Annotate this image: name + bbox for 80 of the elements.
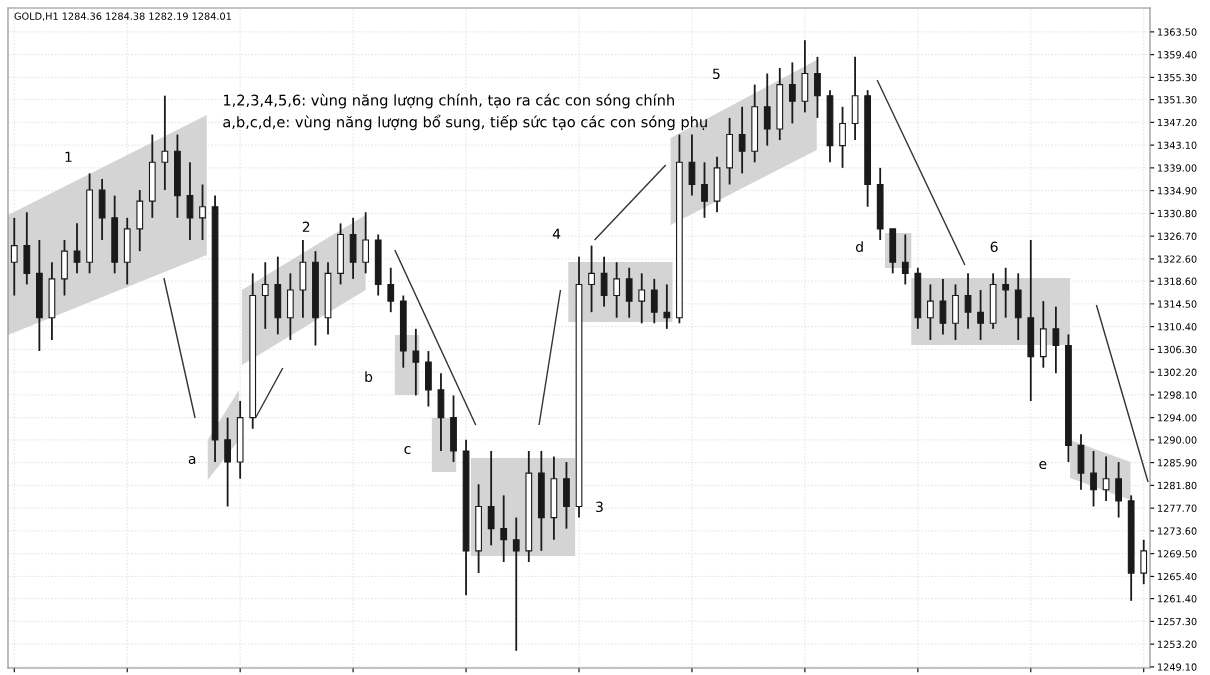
annotation: c xyxy=(404,446,411,455)
annotation: e xyxy=(1039,461,1047,470)
candlestick xyxy=(362,211,370,275)
y-tick-label: 1326.70 xyxy=(1158,232,1197,240)
candlestick xyxy=(224,416,231,508)
annotation: 5 xyxy=(713,68,720,80)
candlestick xyxy=(650,277,658,325)
y-tick-label: 1261.40 xyxy=(1158,595,1197,603)
candlestick xyxy=(939,277,947,336)
candlestick xyxy=(613,261,621,319)
candlestick xyxy=(1115,461,1123,519)
y-tick-label: 1343.10 xyxy=(1158,141,1197,149)
candlestick xyxy=(901,233,909,286)
candlestick xyxy=(10,216,18,297)
y-tick-label: 1249.10 xyxy=(1158,663,1197,671)
y-tick-label: 1281.80 xyxy=(1158,481,1197,490)
y-tick-label: 1359.40 xyxy=(1158,51,1197,59)
y-tick-label: 1294.00 xyxy=(1158,414,1197,422)
y-tick-label: 1318.60 xyxy=(1158,277,1197,285)
candlestick xyxy=(412,327,420,397)
candlestick xyxy=(964,272,972,330)
candlestick xyxy=(1002,266,1010,319)
y-tick-label: 1306.30 xyxy=(1158,345,1197,354)
annotation: d xyxy=(855,241,863,253)
annotation: b xyxy=(365,371,373,383)
y-tick-label: 1334.90 xyxy=(1158,187,1197,195)
y-tick-label: 1355.30 xyxy=(1158,73,1197,82)
annotation: 2 xyxy=(302,221,310,232)
candlestick xyxy=(487,450,495,547)
candlestick xyxy=(1102,455,1110,502)
candlestick xyxy=(186,161,194,241)
candlestick xyxy=(763,72,771,147)
candlestick xyxy=(701,161,708,219)
candlestick xyxy=(1052,305,1060,375)
candlestick xyxy=(600,255,608,308)
candlestick xyxy=(588,244,595,314)
y-tick-label: 1310.40 xyxy=(1158,323,1197,331)
y-tick-label: 1347.20 xyxy=(1158,118,1197,127)
candlestick xyxy=(73,222,81,275)
y-tick-label: 1253.20 xyxy=(1158,640,1197,648)
candlestick xyxy=(199,183,206,241)
chart-title: GOLD,H1 1284.36 1284.38 1282.19 1284.01 xyxy=(14,12,231,21)
y-tick-label: 1351.30 xyxy=(1158,96,1197,104)
y-tick-label: 1363.50 xyxy=(1158,28,1197,36)
annotation: a xyxy=(188,456,196,465)
candlestick xyxy=(625,266,633,319)
candlestick xyxy=(839,105,846,169)
y-tick-label: 1277.70 xyxy=(1158,504,1197,512)
y-tick-label: 1257.30 xyxy=(1158,617,1197,626)
candlestick xyxy=(387,266,395,314)
candlestick xyxy=(688,133,696,197)
annotation: 3 xyxy=(596,501,603,513)
candlestick xyxy=(261,261,269,330)
y-tick-label: 1314.50 xyxy=(1158,300,1197,308)
candlestick xyxy=(788,61,796,125)
candlestick xyxy=(927,283,934,341)
candlestick xyxy=(1140,538,1148,586)
annotation: 1,2,3,4,5,6: vùng năng lượng chính, tạo ra các con sóng chính a,b,c,d,e: vùng năng lượng bổ sung, tiếp sức tạo các con sóng phụ xyxy=(223,93,707,131)
y-tick-label: 1265.40 xyxy=(1158,572,1197,581)
y-tick-label: 1302.20 xyxy=(1158,368,1197,376)
y-tick-label: 1285.90 xyxy=(1158,459,1197,467)
candlestick xyxy=(738,105,746,175)
candlestick xyxy=(814,55,821,119)
candlestick xyxy=(161,94,169,191)
y-tick-label: 1298.10 xyxy=(1158,391,1197,399)
y-tick-label: 1330.80 xyxy=(1158,209,1197,218)
y-tick-label: 1269.50 xyxy=(1158,550,1197,558)
annotation: 4 xyxy=(552,228,561,239)
y-tick-label: 1273.60 xyxy=(1158,527,1197,535)
candlestick xyxy=(500,494,508,563)
annotation: 1 xyxy=(65,151,72,162)
candlestick xyxy=(638,272,646,325)
y-tick-label: 1339.00 xyxy=(1158,164,1197,172)
candlestick xyxy=(1090,450,1097,508)
candlestick xyxy=(663,283,671,330)
y-tick-label: 1290.00 xyxy=(1158,436,1197,444)
y-tick-label: 1322.60 xyxy=(1158,255,1197,263)
candlestick xyxy=(512,516,520,652)
candlestick xyxy=(977,289,984,341)
annotation: 6 xyxy=(990,241,998,253)
